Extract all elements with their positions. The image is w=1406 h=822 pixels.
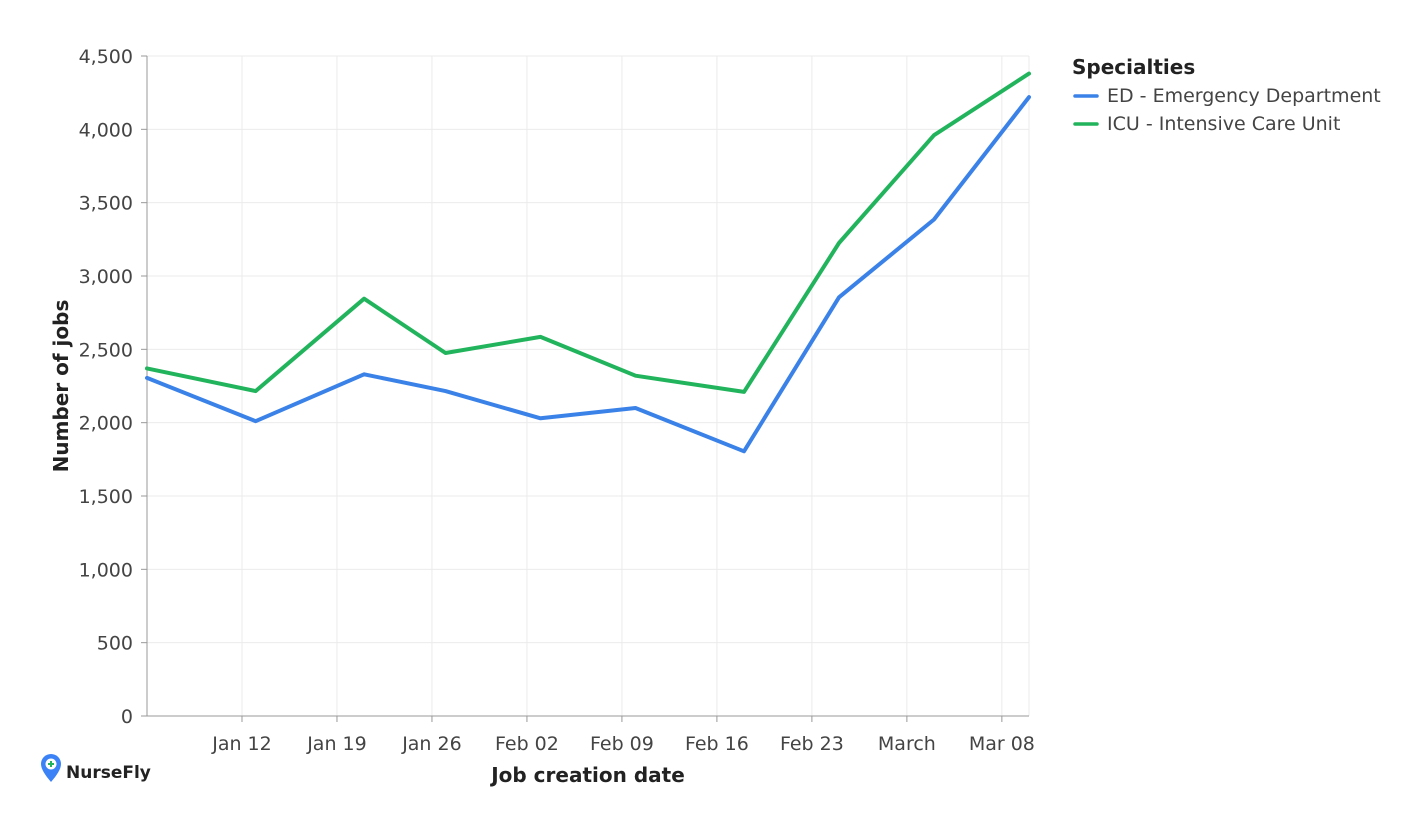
series-line-ed — [145, 95, 1031, 454]
series-layer — [145, 71, 1031, 454]
legend: Specialties ED - Emergency Department ICU… — [1072, 55, 1381, 135]
x-tick-label: Feb 16 — [685, 733, 749, 755]
map-pin-plus-icon — [41, 754, 61, 782]
y-tick-label: 3,500 — [79, 193, 133, 215]
x-tick-label: Feb 23 — [780, 733, 844, 755]
y-tick-label: 4,000 — [79, 119, 133, 141]
x-tick-label: Feb 09 — [590, 733, 654, 755]
brand-logo: NurseFly — [41, 754, 151, 783]
y-axis-title: Number of jobs — [49, 300, 73, 473]
x-tick-label: March — [878, 733, 936, 755]
legend-items: ED - Emergency Department ICU - Intensive… — [1073, 85, 1381, 135]
legend-item-label: ED - Emergency Department — [1107, 85, 1381, 107]
x-tick-label: Feb 02 — [495, 733, 559, 755]
legend-title: Specialties — [1072, 55, 1195, 79]
y-tick-label: 4,500 — [79, 46, 133, 68]
y-tick-label: 3,000 — [79, 266, 133, 288]
brand-name: NurseFly — [66, 763, 151, 783]
grid-layer — [147, 55, 1030, 716]
y-tick-label: 1,500 — [79, 486, 133, 508]
y-tick-label: 0 — [121, 706, 133, 728]
x-tick-label: Mar 08 — [969, 733, 1035, 755]
y-tick-label: 2,500 — [79, 339, 133, 361]
series-line-icu — [145, 71, 1031, 394]
x-tick-label: Jan 19 — [306, 733, 367, 755]
x-tick-label: Jan 26 — [401, 733, 462, 755]
y-tick-label: 2,000 — [79, 413, 133, 435]
y-tick-label: 1,000 — [79, 559, 133, 581]
x-axis-title: Job creation date — [489, 763, 685, 787]
legend-item-label: ICU - Intensive Care Unit — [1107, 113, 1340, 135]
x-tick-label: Jan 12 — [211, 733, 272, 755]
axis-layer: 0 500 1,000 1,500 2,000 2,500 3,000 3,500 4,000 4… — [79, 46, 1035, 755]
y-tick-label: 500 — [97, 633, 133, 655]
